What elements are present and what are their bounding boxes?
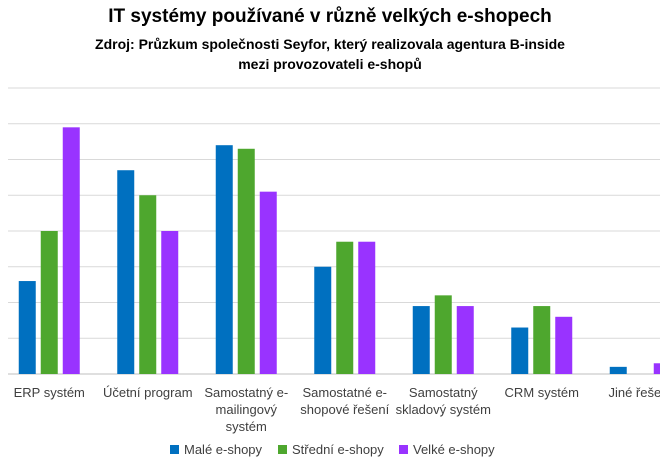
x-tick-label: Samostatné e-shopové řešení xyxy=(300,385,390,417)
legend-label: Velké e-shopy xyxy=(413,442,495,457)
bar xyxy=(456,306,474,374)
bar xyxy=(259,191,277,374)
legend-item: Malé e-shopy xyxy=(170,442,262,457)
bar xyxy=(161,231,179,374)
bar xyxy=(336,241,354,374)
bar xyxy=(609,366,627,374)
bar xyxy=(555,316,573,374)
bar xyxy=(62,127,80,374)
x-tick-label: Účetní program xyxy=(102,385,193,400)
bar xyxy=(511,327,529,374)
x-tick-label: ERP systém xyxy=(13,385,85,400)
chart-title: IT systémy používané v různě velkých e-s… xyxy=(108,6,552,27)
bar xyxy=(40,231,58,374)
legend-item: Velké e-shopy xyxy=(399,442,495,457)
bar xyxy=(215,145,233,374)
legend-label: Malé e-shopy xyxy=(184,442,263,457)
legend-swatch xyxy=(278,445,287,454)
x-tick-label: Samostatný skladový systém xyxy=(395,385,491,417)
bar xyxy=(653,363,660,374)
legend-label: Střední e-shopy xyxy=(292,442,384,457)
legend-swatch xyxy=(170,445,179,454)
bar xyxy=(18,281,36,374)
x-tick-label: Jiné řešení xyxy=(608,385,660,400)
legend-swatch xyxy=(399,445,408,454)
bar xyxy=(533,306,551,374)
bar xyxy=(117,170,135,374)
x-tick-label: CRM systém xyxy=(504,385,579,400)
bar xyxy=(314,266,332,374)
chart-subtitle: Zdroj: Průzkum společnosti Seyfor, který… xyxy=(95,36,565,72)
bar xyxy=(358,241,376,374)
x-tick-label: Samostatný e-mailingový systém xyxy=(204,385,289,434)
bar xyxy=(237,148,255,374)
bar xyxy=(434,295,452,374)
bar xyxy=(412,306,430,374)
bar xyxy=(139,195,157,374)
legend-item: Střední e-shopy xyxy=(278,442,384,457)
